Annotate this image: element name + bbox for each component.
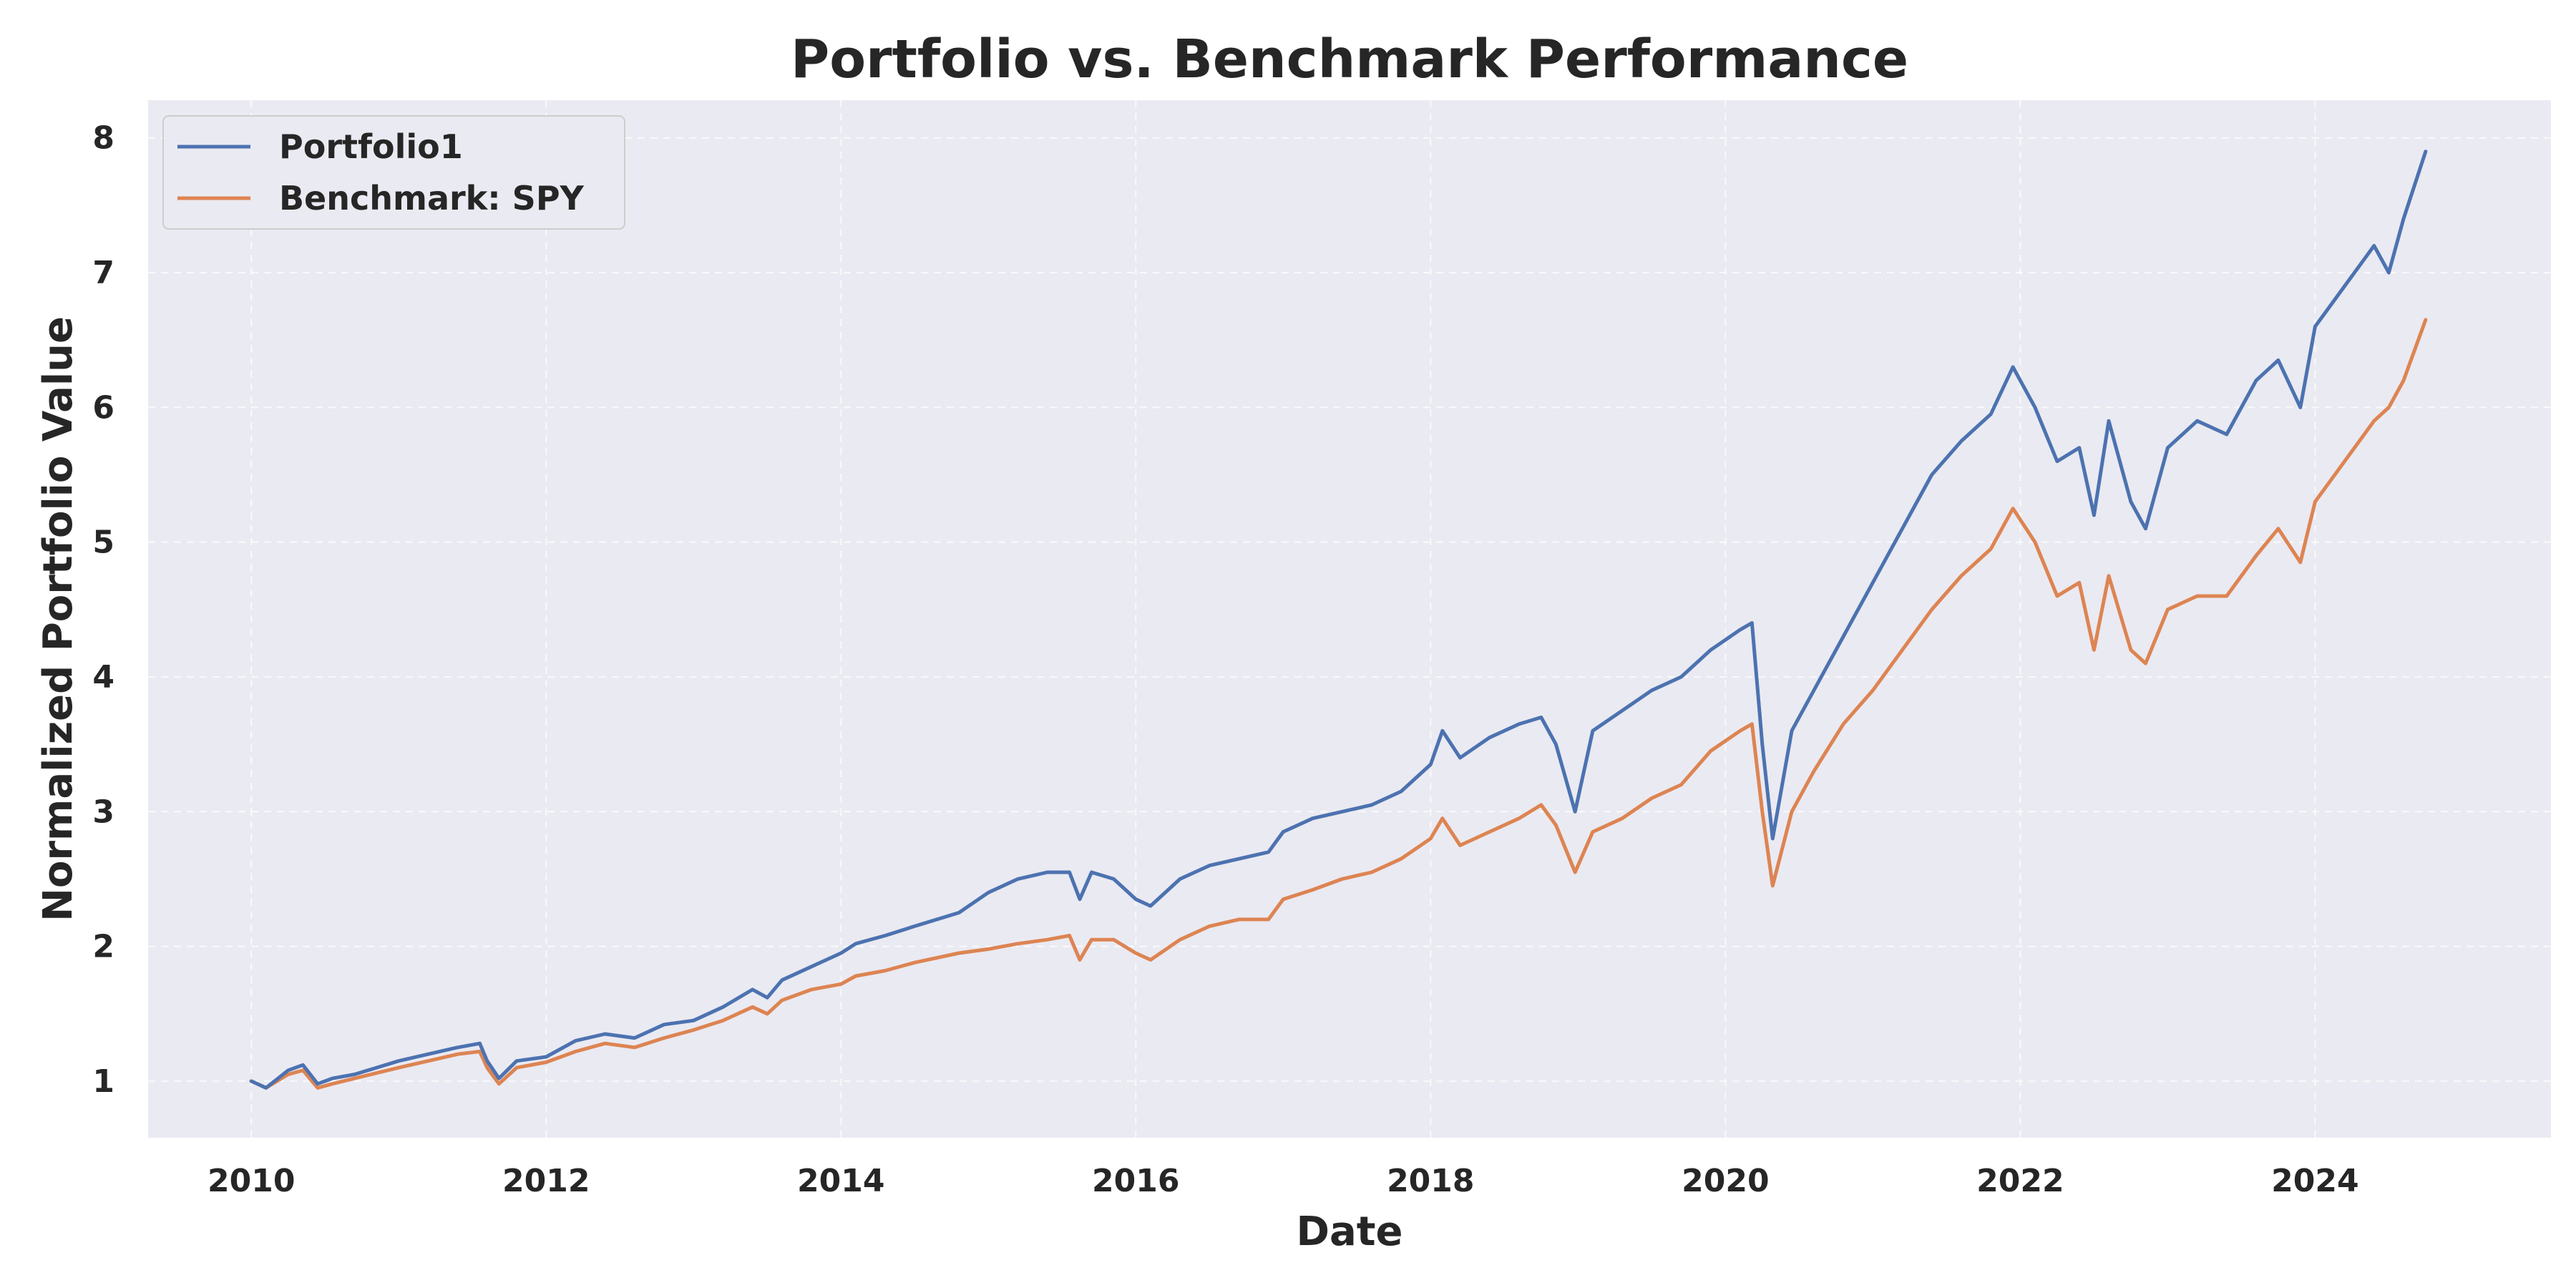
x-tick-label: 2024	[2271, 1163, 2358, 1199]
legend-label-portfolio1: Portfolio1	[279, 127, 463, 166]
series-lines	[249, 150, 2428, 1090]
x-tick-label: 2016	[1092, 1163, 1179, 1199]
y-tick-label: 8	[92, 120, 114, 157]
series-line-portfolio1	[249, 150, 2428, 1090]
x-tick-label: 2020	[1682, 1163, 1769, 1199]
x-tick-label: 2022	[1976, 1163, 2064, 1199]
legend: Portfolio1 Benchmark: SPY	[162, 115, 625, 230]
x-tick-label: 2012	[502, 1163, 590, 1199]
x-tick-label: 2014	[797, 1163, 884, 1199]
plot-area	[148, 100, 2551, 1138]
y-tick-label: 7	[92, 255, 114, 291]
legend-box	[162, 115, 625, 230]
x-axis-label: Date	[1296, 1209, 1402, 1255]
chart-title: Portfolio vs. Benchmark Performance	[791, 29, 1908, 90]
y-tick-label: 2	[92, 929, 114, 965]
x-tick-label: 2010	[208, 1163, 295, 1199]
y-tick-label: 3	[92, 794, 114, 830]
y-tick-label: 4	[92, 659, 114, 696]
y-axis-ticks: 1 2 3 4 5 6 7 8	[92, 120, 114, 1100]
y-tick-label: 5	[92, 525, 114, 561]
x-axis-ticks: 2010 2012 2014 2016 2018 2020 2022 2024	[208, 1163, 2359, 1199]
legend-label-benchmark-spy: Benchmark: SPY	[279, 179, 585, 218]
x-tick-label: 2018	[1387, 1163, 1474, 1199]
series-line-benchmark-spy	[249, 318, 2428, 1090]
y-tick-label: 6	[92, 389, 114, 426]
y-tick-label: 1	[92, 1063, 114, 1100]
y-axis-label: Normalized Portfolio Value	[35, 316, 82, 922]
